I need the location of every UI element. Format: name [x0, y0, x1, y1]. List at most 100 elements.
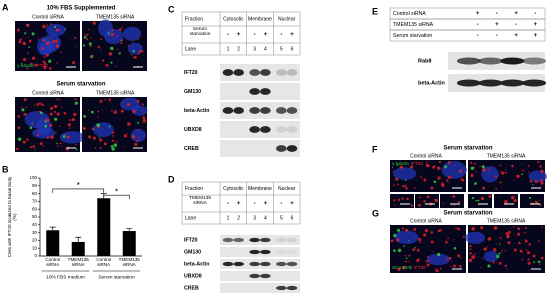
- signal: [455, 227, 457, 230]
- band: [222, 69, 234, 76]
- sign: -: [477, 33, 479, 39]
- signal: [395, 177, 399, 181]
- table-header: Cytosolic: [223, 16, 244, 22]
- band: [286, 261, 298, 267]
- sign: -: [534, 11, 536, 17]
- signal: [519, 249, 523, 253]
- signal: [480, 266, 482, 269]
- band: [286, 285, 298, 291]
- band: [286, 126, 298, 133]
- sign: +: [237, 32, 241, 38]
- signal: [110, 46, 114, 51]
- signal: [406, 257, 408, 259]
- signal: [103, 142, 107, 146]
- nucleus: [122, 26, 142, 41]
- signal: [487, 237, 492, 241]
- column-label: TMEM135 siRNA: [96, 90, 135, 96]
- signal: [141, 103, 144, 106]
- signal: [418, 203, 421, 207]
- blot-label: GM130: [184, 249, 201, 255]
- signal: [142, 116, 146, 120]
- y-tick-label: 50: [32, 214, 38, 219]
- band: [260, 69, 271, 76]
- band: [478, 57, 503, 65]
- signal: [506, 268, 508, 270]
- table-header: Fraction: [185, 16, 203, 22]
- signal: [396, 238, 400, 242]
- signal: [437, 166, 441, 171]
- signal: [101, 59, 105, 62]
- y-tick-label: 80: [32, 191, 38, 196]
- band: [260, 126, 271, 133]
- table-frame: [181, 11, 301, 56]
- signal: [127, 37, 129, 39]
- signal: [75, 143, 77, 146]
- table-header: Cytosolic: [223, 186, 244, 192]
- signal: [483, 247, 487, 251]
- signal: [480, 226, 484, 230]
- signal: [501, 171, 505, 175]
- signal: [37, 38, 40, 40]
- signal: [24, 112, 27, 116]
- signal: [419, 196, 422, 199]
- signal: [45, 41, 50, 46]
- signal: [540, 185, 542, 187]
- blot-label: IFT20: [184, 237, 198, 243]
- signal: [401, 227, 405, 230]
- blot-label: CREB: [184, 146, 199, 152]
- nucleus: [483, 251, 499, 263]
- signal: [432, 165, 435, 169]
- signal: [391, 166, 394, 168]
- signal: [425, 161, 428, 163]
- signal: [42, 145, 44, 147]
- signal: [401, 185, 405, 188]
- bar: [122, 231, 136, 256]
- signal: [517, 174, 520, 178]
- sign: +: [290, 32, 294, 38]
- signal: [61, 106, 63, 108]
- signal: [112, 135, 114, 137]
- signal: [423, 178, 427, 182]
- band: [276, 126, 287, 133]
- signal: [30, 62, 33, 65]
- blot-label: beta-Actin: [184, 261, 209, 267]
- signal: [54, 117, 58, 121]
- signal: [17, 28, 20, 32]
- signal: [481, 165, 485, 169]
- column-label: Control siRNA: [32, 90, 64, 96]
- signal: [56, 62, 59, 64]
- group-label: 10% FBS medium: [46, 274, 85, 280]
- signal: [507, 241, 511, 245]
- signal: [28, 39, 32, 43]
- band: [522, 79, 547, 87]
- signal: [82, 126, 86, 130]
- signal: [31, 56, 36, 60]
- signal: [524, 231, 526, 234]
- signal: [457, 200, 460, 204]
- blot-label: IFT20: [184, 70, 198, 76]
- signal: [418, 237, 422, 242]
- signal: [496, 254, 500, 258]
- signal: [529, 179, 533, 183]
- signal: [113, 110, 117, 115]
- signal: [92, 128, 95, 131]
- signal: [393, 199, 396, 202]
- signal: [430, 240, 434, 244]
- signal: [425, 260, 428, 263]
- band: [249, 69, 260, 76]
- x-tick-label: Control siRNA: [45, 258, 61, 267]
- table-header: Nuclear: [278, 16, 296, 22]
- blot-strip: [220, 283, 300, 293]
- signal: [56, 112, 60, 116]
- signal: [17, 137, 22, 141]
- signal: [96, 123, 100, 127]
- signal: [115, 65, 117, 67]
- signal: [143, 122, 145, 124]
- band: [276, 249, 287, 255]
- signal: [34, 149, 36, 151]
- lane-number: 2: [237, 215, 240, 221]
- sign: -: [254, 201, 256, 207]
- signal: [447, 237, 449, 240]
- signal: [132, 109, 136, 114]
- signal: [425, 163, 428, 167]
